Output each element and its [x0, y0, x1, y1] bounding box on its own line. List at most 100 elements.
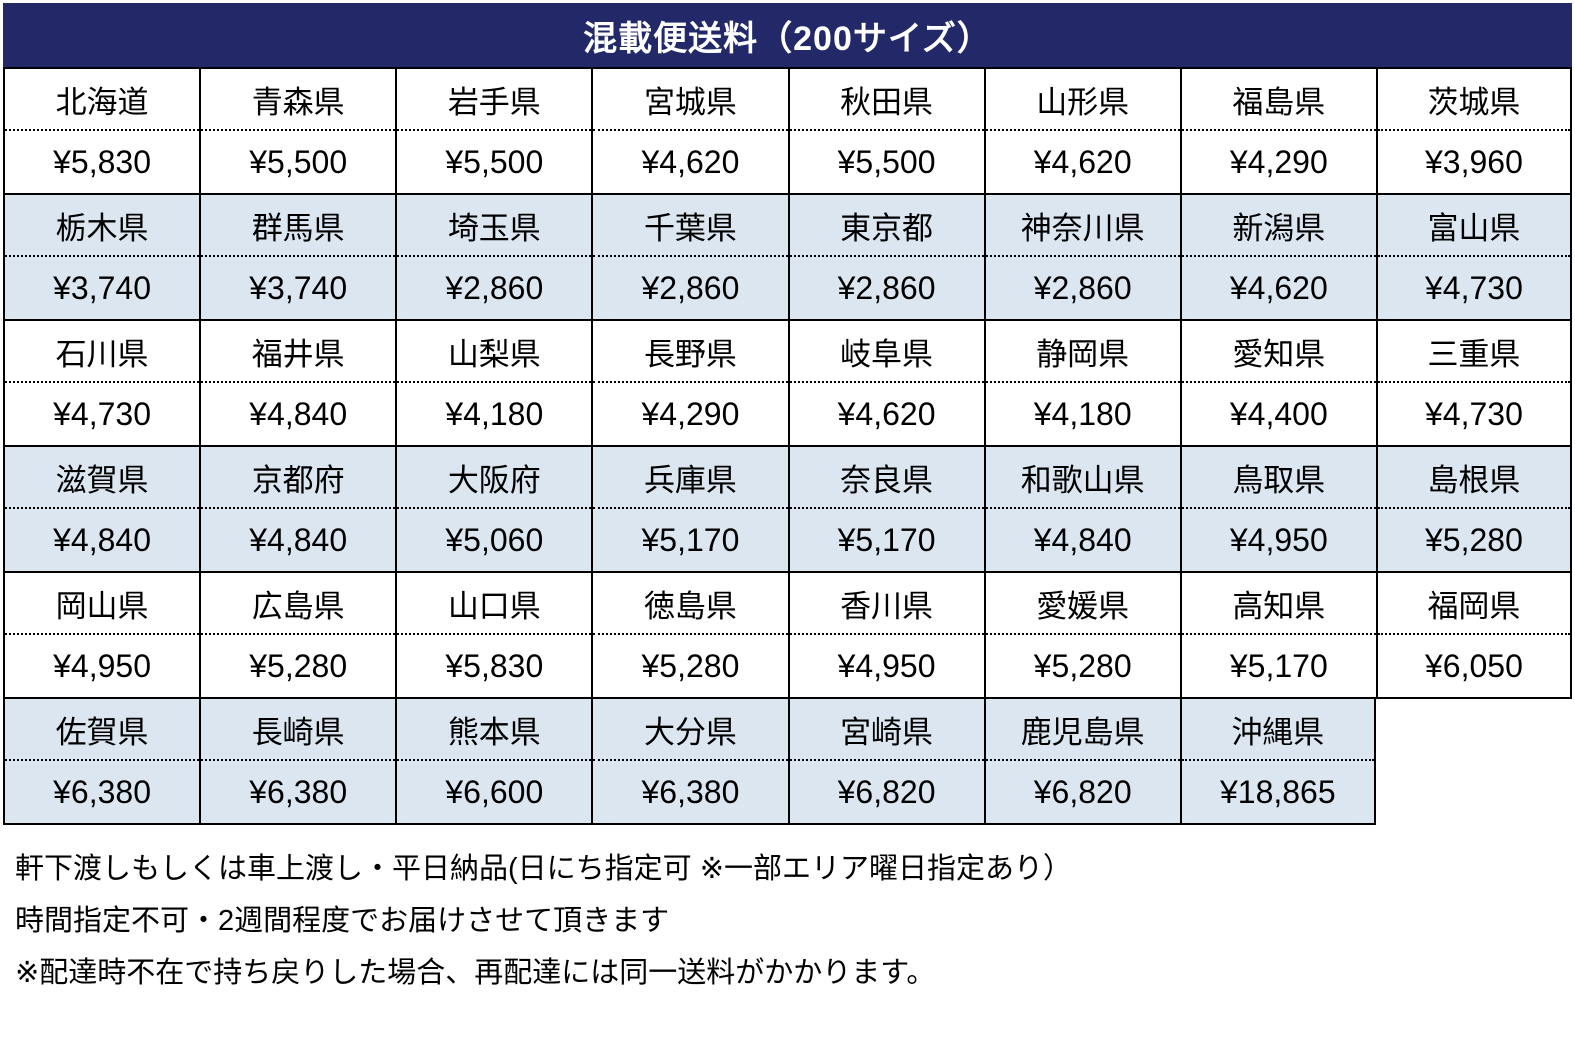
- table-cell: 香川県 ¥4,950: [787, 571, 984, 697]
- shipping-price: ¥6,820: [1033, 773, 1132, 810]
- prefecture-name: 青森県: [201, 69, 396, 131]
- shipping-fee-page: 混載便送料（200サイズ） 北海道 ¥5,830 青森県 ¥5,500 岩手県 ¥5,…: [0, 3, 1575, 999]
- prefecture-name: 神奈川県: [985, 195, 1180, 257]
- prefecture-name: 栃木県: [5, 195, 200, 257]
- table-cell: 佐賀県 ¥6,380: [3, 697, 200, 825]
- table-cell: 岐阜県 ¥4,620: [787, 319, 984, 445]
- table-cell: 和歌山県 ¥4,840: [983, 445, 1180, 571]
- prefecture-name: 岩手県: [397, 69, 592, 131]
- prefecture-name: 島根県: [1377, 447, 1570, 509]
- prefecture-name: 愛知県: [1181, 321, 1376, 383]
- table-cell: 石川県 ¥4,730: [3, 319, 200, 445]
- table-cell: 静岡県 ¥4,180: [983, 319, 1180, 445]
- prefecture-name: 群馬県: [201, 195, 396, 257]
- table-cell: 広島県 ¥5,280: [199, 571, 396, 697]
- table-cell: 茨城県 ¥3,960: [1375, 67, 1572, 193]
- prefecture-name: 京都府: [201, 447, 396, 509]
- prefecture-name: 長崎県: [201, 699, 396, 761]
- shipping-price: ¥5,170: [641, 521, 740, 558]
- table-cell: 奈良県 ¥5,170: [787, 445, 984, 571]
- table-cell: 青森県 ¥5,500: [199, 67, 396, 193]
- shipping-price: ¥6,820: [837, 773, 936, 810]
- table-cell: 徳島県 ¥5,280: [591, 571, 788, 697]
- table-cell: 京都府 ¥4,840: [199, 445, 396, 571]
- prefecture-name: 福井県: [201, 321, 396, 383]
- prefecture-name: 高知県: [1181, 573, 1376, 635]
- table-cell: 岡山県 ¥4,950: [3, 571, 200, 697]
- prefecture-name: 石川県: [5, 321, 200, 383]
- shipping-price: ¥4,620: [837, 395, 936, 432]
- table-cell: 大阪府 ¥5,060: [395, 445, 592, 571]
- prefecture-name: 茨城県: [1377, 69, 1570, 131]
- table-title: 混載便送料（200サイズ）: [583, 19, 992, 58]
- prefecture-name: 大分県: [593, 699, 788, 761]
- prefecture-name: 埼玉県: [397, 195, 592, 257]
- shipping-price: ¥4,620: [641, 143, 740, 180]
- shipping-price: ¥5,830: [53, 143, 151, 180]
- prefecture-name: 山形県: [985, 69, 1180, 131]
- prefecture-name: 鹿児島県: [985, 699, 1180, 761]
- shipping-price: ¥4,400: [1229, 395, 1328, 432]
- shipping-price: ¥4,840: [249, 395, 348, 432]
- prefecture-name: 滋賀県: [5, 447, 200, 509]
- shipping-price: ¥2,860: [1033, 269, 1132, 306]
- prefecture-name: 佐賀県: [5, 699, 200, 761]
- note-line: ※配達時不在で持ち戻りした場合、再配達には同一送料がかかります。: [15, 957, 936, 989]
- shipping-price: ¥2,860: [837, 269, 936, 306]
- shipping-price: ¥4,290: [641, 395, 740, 432]
- prefecture-name: 熊本県: [397, 699, 592, 761]
- shipping-price: ¥5,280: [249, 647, 348, 684]
- table-cell: 福岡県 ¥6,050: [1375, 571, 1572, 697]
- table-cell: 栃木県 ¥3,740: [3, 193, 200, 319]
- prefecture-name: 宮崎県: [789, 699, 984, 761]
- shipping-price: ¥6,600: [445, 773, 544, 810]
- prefecture-name: 千葉県: [593, 195, 788, 257]
- table-cell: 福島県 ¥4,290: [1179, 67, 1376, 193]
- shipping-price: ¥4,180: [445, 395, 544, 432]
- prefecture-name: 山梨県: [397, 321, 592, 383]
- prefecture-name: 大阪府: [397, 447, 592, 509]
- table-cell: 兵庫県 ¥5,170: [591, 445, 788, 571]
- table-cell: 富山県 ¥4,730: [1375, 193, 1572, 319]
- table-cell: 山形県 ¥4,620: [983, 67, 1180, 193]
- table-cell: 群馬県 ¥3,740: [199, 193, 396, 319]
- prefecture-name: 沖縄県: [1181, 699, 1374, 761]
- empty-cell: [1375, 697, 1572, 825]
- prefecture-name: 宮城県: [593, 69, 788, 131]
- shipping-price: ¥2,860: [641, 269, 740, 306]
- shipping-price: ¥18,865: [1219, 773, 1336, 810]
- shipping-price: ¥4,840: [249, 521, 348, 558]
- shipping-price: ¥3,740: [249, 269, 348, 306]
- table-cell: 長野県 ¥4,290: [591, 319, 788, 445]
- prefecture-name: 富山県: [1377, 195, 1570, 257]
- table-cell: 岩手県 ¥5,500: [395, 67, 592, 193]
- table-cell: 沖縄県 ¥18,865: [1179, 697, 1376, 825]
- prefecture-name: 愛媛県: [985, 573, 1180, 635]
- prefecture-name: 岐阜県: [789, 321, 984, 383]
- notes: 軒下渡しもしくは車上渡し・平日納品(日にち指定可 ※一部エリア曜日指定あり） 時…: [0, 825, 1575, 999]
- prefecture-name: 長野県: [593, 321, 788, 383]
- shipping-price: ¥5,280: [1425, 521, 1523, 558]
- prefecture-name: 香川県: [789, 573, 984, 635]
- shipping-price: ¥5,170: [837, 521, 936, 558]
- table-cell: 神奈川県 ¥2,860: [983, 193, 1180, 319]
- prefecture-name: 徳島県: [593, 573, 788, 635]
- shipping-price: ¥5,280: [1033, 647, 1132, 684]
- prefecture-name: 奈良県: [789, 447, 984, 509]
- shipping-fee-table: 北海道 ¥5,830 青森県 ¥5,500 岩手県 ¥5,500 宮城県 ¥4,620 …: [3, 67, 1572, 825]
- shipping-price: ¥4,620: [1229, 269, 1328, 306]
- prefecture-name: 広島県: [201, 573, 396, 635]
- shipping-price: ¥5,500: [249, 143, 348, 180]
- table-cell: 東京都 ¥2,860: [787, 193, 984, 319]
- shipping-price: ¥4,730: [53, 395, 151, 432]
- shipping-price: ¥6,380: [53, 773, 151, 810]
- table-cell: 愛知県 ¥4,400: [1179, 319, 1376, 445]
- table-cell: 長崎県 ¥6,380: [199, 697, 396, 825]
- shipping-price: ¥5,830: [445, 647, 544, 684]
- note-line: 時間指定不可・2週間程度でお届けさせて頂きます: [15, 905, 670, 937]
- table-cell: 新潟県 ¥4,620: [1179, 193, 1376, 319]
- shipping-price: ¥5,280: [641, 647, 740, 684]
- shipping-price: ¥4,730: [1425, 395, 1523, 432]
- table-cell: 愛媛県 ¥5,280: [983, 571, 1180, 697]
- table-cell: 埼玉県 ¥2,860: [395, 193, 592, 319]
